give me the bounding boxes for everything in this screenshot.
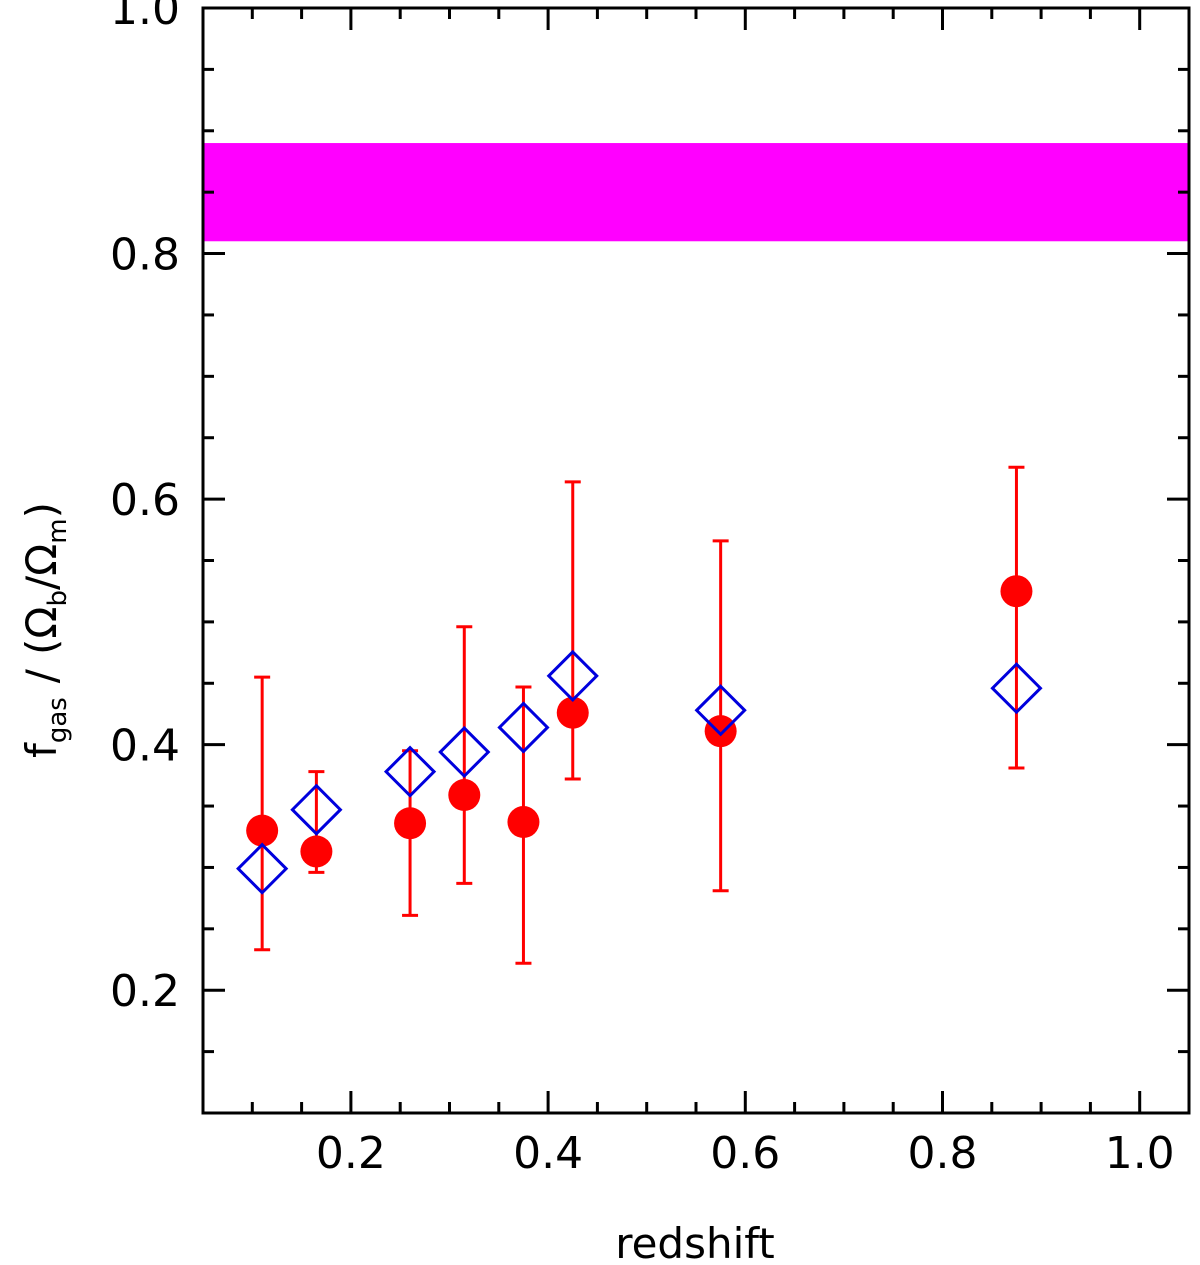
- y-tick-label: 0.8: [110, 230, 180, 281]
- data-point-circle: [394, 807, 427, 840]
- data-point-diamond: [383, 745, 437, 798]
- shaded-band: [203, 143, 1189, 242]
- tick-labels: 0.2 0.4 0.6 0.8 1.0 0.2 0.4 0.6 0.8 1.0: [110, 0, 1175, 1179]
- data-point-diamond: [290, 783, 343, 836]
- x-tick-label: 0.6: [710, 1128, 780, 1179]
- x-axis-title: redshift: [615, 1219, 775, 1265]
- y-tick-label: 0.4: [110, 721, 180, 772]
- plot-frame: [201, 6, 1191, 1115]
- x-tick-label: 0.2: [316, 1128, 386, 1179]
- data-point-diamond: [497, 701, 550, 754]
- data-point-diamond: [236, 842, 289, 895]
- error-bars: [254, 465, 1025, 965]
- data-point-circle: [1000, 575, 1033, 608]
- data-point-circle: [300, 835, 333, 868]
- y-axis-title-slash: /: [17, 668, 66, 683]
- y-axis-title-b-subscript: b: [43, 590, 73, 607]
- data-point-diamond: [990, 662, 1043, 715]
- y-axis-title-gas-subscript: gas: [43, 697, 73, 743]
- data-point-circle: [704, 715, 737, 748]
- data-point-diamond: [694, 684, 747, 737]
- markers: [236, 575, 1043, 895]
- y-tick-label: 1.0: [110, 0, 180, 35]
- band-layer: [203, 143, 1189, 242]
- data-point-circle: [507, 806, 540, 839]
- y-tick-label: 0.6: [110, 475, 180, 526]
- x-tick-label: 0.4: [513, 1128, 583, 1179]
- y-axis-title-m-subscript: m: [43, 518, 73, 543]
- y-axis-title-omega-b: Ω: [17, 607, 66, 639]
- x-tick-label: 0.8: [908, 1128, 978, 1179]
- data-point-diamond: [546, 649, 599, 703]
- y-tick-label: 0.2: [110, 966, 180, 1017]
- y-axis-title: fgas/(Ωb/Ωm): [17, 502, 73, 758]
- y-axis-title-close-paren: ): [17, 502, 66, 518]
- data-point-circle: [448, 779, 481, 812]
- y-axis-title-inner-slash: /: [17, 575, 66, 590]
- data-point-circle: [556, 696, 589, 729]
- y-axis-title-open-paren: (: [17, 639, 66, 655]
- data-point-diamond: [438, 725, 491, 779]
- y-axis-title-f: f: [17, 742, 66, 758]
- y-axis-title-omega-m: Ω: [17, 544, 66, 576]
- data-point-circle: [246, 814, 279, 847]
- x-tick-label: 1.0: [1105, 1128, 1175, 1179]
